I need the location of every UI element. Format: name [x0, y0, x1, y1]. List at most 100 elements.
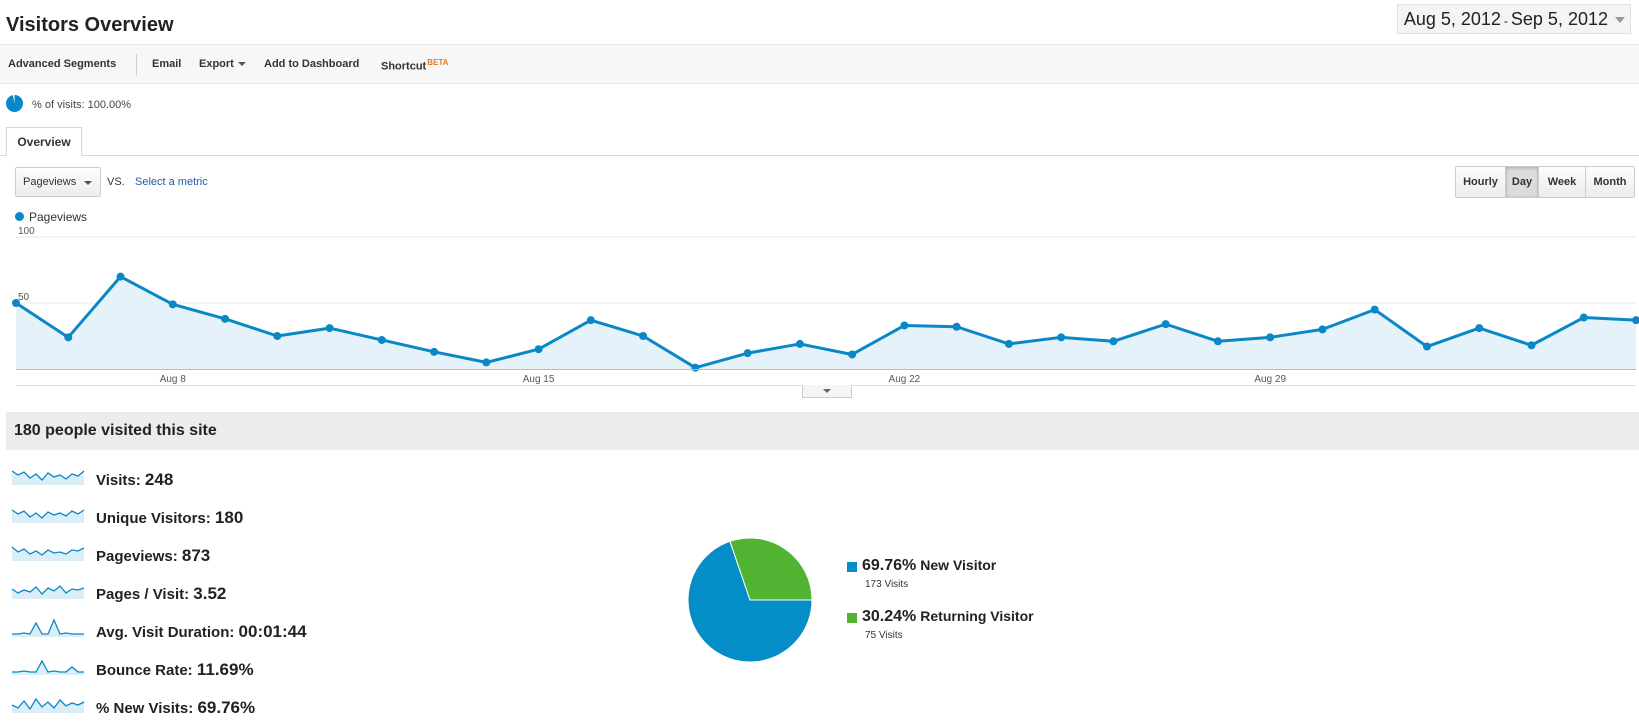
metric-value: 3.52	[193, 584, 227, 603]
summary-title: 180 people visited this site	[14, 422, 217, 439]
data-point[interactable]	[1318, 325, 1327, 334]
metric-unique-visitors[interactable]: Unique Visitors: 180	[10, 503, 610, 529]
data-point[interactable]	[639, 332, 648, 340]
sparkline-line	[11, 546, 85, 556]
sparkline-line	[12, 618, 84, 635]
metric-pages-per-visit[interactable]: Pages / Visit: 3.52	[10, 579, 610, 605]
metric-bounce-rate[interactable]: Bounce Rate: 11.69%	[10, 655, 610, 681]
data-point[interactable]	[1109, 337, 1118, 346]
data-point[interactable]	[586, 316, 595, 325]
data-point[interactable]	[534, 345, 543, 354]
y-tick-label: 100	[18, 226, 35, 237]
metric-value: 11.69%	[196, 660, 254, 679]
new-visitor-swatch	[847, 562, 857, 572]
shortcut-button[interactable]: ShortcutBETA	[381, 58, 448, 73]
sparkline-pageviews	[11, 546, 85, 561]
data-point[interactable]	[952, 322, 961, 331]
metric-value: 248	[144, 470, 174, 489]
tab-baseline	[0, 155, 1639, 156]
data-point[interactable]	[848, 350, 857, 359]
data-point[interactable]	[1579, 313, 1588, 322]
metric-select[interactable]: Pageviews	[15, 167, 101, 197]
data-point[interactable]	[691, 363, 700, 372]
metric-visits[interactable]: Visits: 248	[10, 465, 610, 491]
data-point[interactable]	[1266, 333, 1275, 342]
period-day-button[interactable]: Day	[1506, 167, 1539, 197]
toolbar-divider	[136, 54, 137, 76]
legend-dot-icon	[15, 212, 24, 221]
export-label: Export	[199, 58, 234, 70]
x-tick-label: Aug 15	[523, 374, 555, 385]
data-point[interactable]	[1370, 305, 1379, 314]
data-point[interactable]	[64, 333, 73, 342]
y-tick-label: 50	[18, 292, 30, 303]
chart-collapse-handle[interactable]	[802, 385, 852, 398]
data-point[interactable]	[1161, 320, 1170, 329]
sparkline-line	[11, 470, 85, 481]
period-hourly-button[interactable]: Hourly	[1456, 167, 1506, 197]
period-week-button[interactable]: Week	[1539, 167, 1586, 197]
data-point[interactable]	[1475, 324, 1484, 333]
data-point[interactable]	[1632, 316, 1639, 325]
metric-value: 873	[181, 546, 211, 565]
data-point[interactable]	[221, 314, 230, 323]
period-toggle-group: Hourly Day Week Month	[1455, 166, 1635, 198]
new-visitor-name: New Visitor	[920, 557, 997, 573]
select-metric-link[interactable]: Select a metric	[135, 176, 208, 188]
export-button[interactable]: Export	[199, 58, 246, 70]
data-point[interactable]	[12, 299, 20, 307]
period-month-button[interactable]: Month	[1586, 167, 1634, 197]
data-point[interactable]	[116, 272, 125, 281]
email-button[interactable]: Email	[152, 58, 182, 70]
pie-slice-new-visitor[interactable]	[687, 540, 813, 663]
chart-legend: Pageviews	[15, 210, 87, 224]
data-point[interactable]	[168, 300, 177, 309]
new-visitor-pct-value: 69.76%	[862, 557, 917, 574]
data-point[interactable]	[482, 358, 491, 367]
data-point[interactable]	[377, 335, 386, 344]
metric-value: 69.76%	[197, 698, 256, 717]
returning-visitor-visits: 75 Visits	[865, 630, 903, 641]
date-range-picker[interactable]: Aug 5, 2012- Sep 5, 2012	[1396, 4, 1631, 34]
data-point[interactable]	[1527, 341, 1536, 350]
pageviews-line-chart: 100 50 Aug 8 Aug 15 Aug 22 Aug 29	[12, 226, 1639, 386]
add-to-dashboard-button[interactable]: Add to Dashboard	[264, 58, 360, 70]
data-point[interactable]	[1057, 333, 1066, 342]
segment-text: % of visits: 100.00%	[32, 99, 132, 111]
legend-series-label: Pageviews	[29, 210, 88, 224]
x-tick-label: Aug 8	[160, 374, 187, 385]
tab-overview[interactable]: Overview	[6, 127, 82, 156]
metric-new-visits[interactable]: % New Visits: 69.76%	[10, 693, 610, 719]
pie-slice-returning-visitor[interactable]	[729, 537, 813, 601]
data-point[interactable]	[1422, 342, 1431, 351]
data-point[interactable]	[1213, 337, 1222, 346]
metric-label: Unique Visitors: 180	[96, 508, 243, 528]
metric-value: 00:01:44	[238, 622, 307, 641]
x-tick-label: Aug 22	[889, 374, 921, 385]
metric-label-text: Unique Visitors:	[96, 510, 211, 527]
chevron-down-icon	[237, 62, 246, 67]
data-point[interactable]	[900, 321, 909, 330]
chevron-down-icon	[823, 389, 831, 393]
data-point[interactable]	[273, 332, 282, 340]
sparkline-line	[12, 659, 84, 673]
page-title: Visitors Overview	[6, 14, 174, 36]
data-point[interactable]	[795, 339, 804, 348]
metric-label: Pages / Visit: 3.52	[96, 584, 226, 604]
beta-badge: BETA	[427, 58, 449, 67]
metric-label-text: Avg. Visit Duration:	[96, 624, 235, 641]
metric-label: Pageviews: 873	[96, 546, 210, 566]
metric-avg-visit-duration[interactable]: Avg. Visit Duration: 00:01:44	[10, 617, 610, 643]
data-point[interactable]	[325, 324, 334, 333]
sparkline-area	[12, 471, 84, 485]
metric-pageviews[interactable]: Pageviews: 873	[10, 541, 610, 567]
data-point[interactable]	[1004, 339, 1013, 348]
toolbar: Advanced Segments Email Export Add to Da…	[0, 44, 1639, 84]
data-point[interactable]	[430, 347, 439, 356]
returning-visitor-pct-value: 30.24%	[862, 608, 917, 625]
chevron-down-icon[interactable]	[1615, 17, 1625, 23]
data-point[interactable]	[743, 349, 752, 358]
sparkline-line	[11, 697, 85, 711]
advanced-segments-button[interactable]: Advanced Segments	[8, 58, 117, 70]
sparkline-area	[12, 547, 84, 561]
